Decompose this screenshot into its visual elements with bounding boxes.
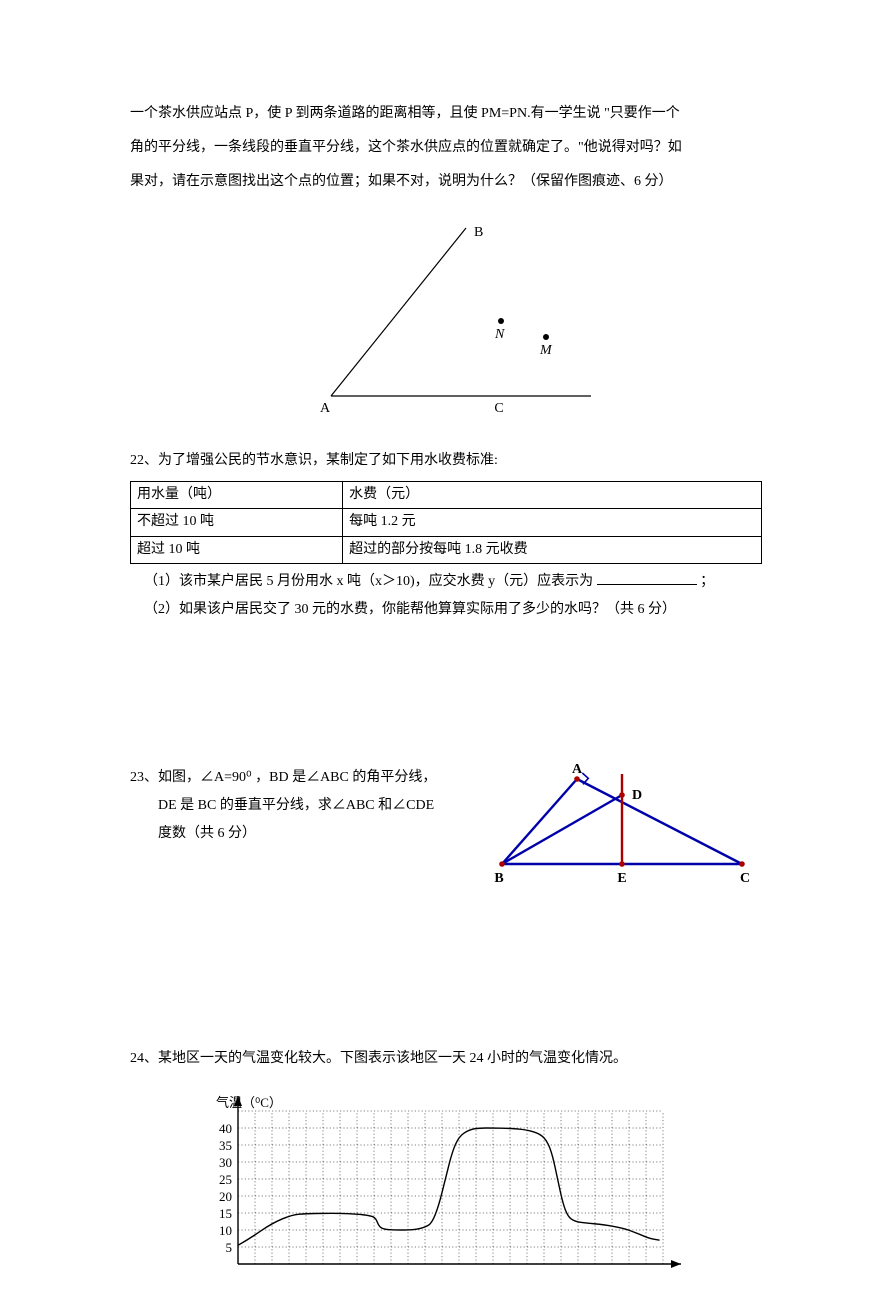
svg-text:B: B (494, 871, 503, 884)
table-cell: 水费（元） (343, 482, 762, 509)
table-cell: 每吨 1.2 元 (343, 509, 762, 536)
table-cell: 用水量（吨） (131, 482, 343, 509)
table-row: 不超过 10 吨每吨 1.2 元 (131, 509, 762, 536)
q22-table: 用水量（吨）水费（元）不超过 10 吨每吨 1.2 元超过 10 吨超过的部分按… (130, 481, 762, 564)
svg-text:C: C (740, 871, 750, 884)
svg-text:35: 35 (219, 1138, 232, 1153)
q23-line3: 度数（共 6 分） (130, 820, 482, 848)
q22-sub2: （2）如果该户居民交了 30 元的水费，你能帮他算算实际用了多少的水吗？（共 6… (130, 596, 762, 624)
q22-sub1-end: ； (700, 574, 714, 589)
svg-text:15: 15 (219, 1206, 232, 1221)
svg-text:C: C (494, 401, 503, 416)
q21-figure: A B C N M (130, 216, 762, 427)
q22-sub1: （1）该市某户居民 5 月份用水 x 吨（x＞10)，应交水费 y（元）应表示为… (130, 568, 762, 596)
q24-header: 24、某地区一天的气温变化较大。下图表示该地区一天 24 小时的气温变化情况。 (130, 1045, 762, 1073)
svg-text:40: 40 (219, 1121, 232, 1136)
q24-chart: 5 10 15 20 25 30 35 40 气温（⁰C） (130, 1079, 762, 1290)
svg-text:A: A (572, 764, 583, 777)
q23-line2: DE 是 BC 的垂直平分线，求∠ABC 和∠CDE (130, 792, 482, 820)
table-cell: 不超过 10 吨 (131, 509, 343, 536)
svg-text:25: 25 (219, 1172, 232, 1187)
svg-text:N: N (494, 327, 505, 342)
svg-text:D: D (632, 788, 642, 803)
svg-text:10: 10 (219, 1223, 232, 1238)
q21-line3: 果对，请在示意图找出这个点的位置；如果不对，说明为什么？（保留作图痕迹、6 分） (130, 168, 762, 196)
svg-text:M: M (539, 343, 553, 358)
q23-figure: A B C D E (482, 764, 762, 895)
q21-line2: 角的平分线，一条线段的垂直平分线，这个茶水供应点的位置就确定了。"他说得对吗？如 (130, 134, 762, 162)
table-row: 用水量（吨）水费（元） (131, 482, 762, 509)
svg-text:30: 30 (219, 1155, 232, 1170)
q23-line1: 23、如图，∠A=90⁰ ，BD 是∠ABC 的角平分线， (130, 764, 482, 792)
svg-text:20: 20 (219, 1189, 232, 1204)
q22-sub1-text: （1）该市某户居民 5 月份用水 x 吨（x＞10)，应交水费 y（元）应表示为 (144, 574, 593, 589)
svg-text:5: 5 (226, 1240, 233, 1255)
q22-header: 22、为了增强公民的节水意识，某制定了如下用水收费标准: (130, 447, 762, 475)
svg-text:B: B (474, 225, 483, 240)
table-cell: 超过的部分按每吨 1.8 元收费 (343, 536, 762, 563)
table-row: 超过 10 吨超过的部分按每吨 1.8 元收费 (131, 536, 762, 563)
svg-text:A: A (320, 401, 331, 416)
q21-line1: 一个茶水供应站点 P，使 P 到两条道路的距离相等，且使 PM=PN.有一学生说… (130, 100, 762, 128)
svg-text:气温（⁰C）: 气温（⁰C） (216, 1095, 282, 1110)
svg-text:E: E (617, 871, 626, 884)
q22-blank (597, 571, 697, 585)
table-cell: 超过 10 吨 (131, 536, 343, 563)
